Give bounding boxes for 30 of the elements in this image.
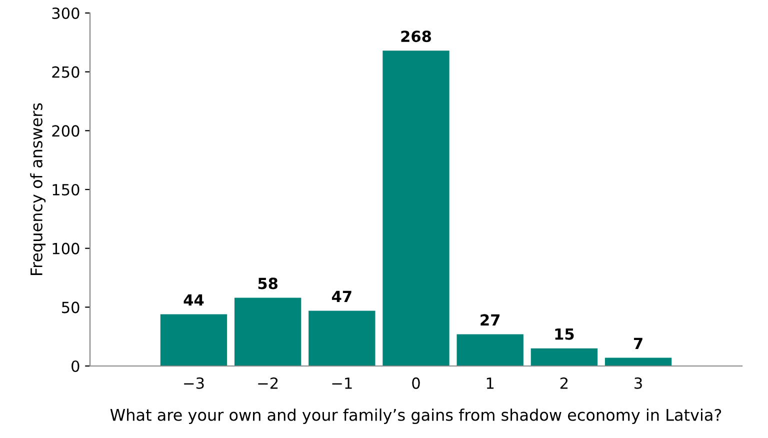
data-label: 7	[634, 338, 642, 350]
y-tick-label: 300	[52, 7, 80, 20]
y-tick-label: 250	[52, 66, 80, 78]
y-tick-label: 50	[62, 302, 80, 314]
data-label: 44	[184, 294, 204, 306]
bar	[530, 348, 598, 366]
x-tick-label: −2	[258, 377, 278, 389]
x-tick-label: −1	[332, 378, 352, 389]
bar	[604, 358, 672, 366]
data-label: 15	[555, 328, 574, 340]
y-tick-label: 150	[52, 184, 80, 196]
x-axis-title: What are your own and your family’s gains from shadow economy in Latvia?	[110, 408, 722, 424]
bar	[160, 314, 228, 366]
data-label: 58	[258, 278, 278, 290]
data-label: 47	[332, 290, 352, 302]
y-axis-title: Frequency of answers	[30, 103, 46, 275]
x-tick-label: −3	[184, 377, 204, 389]
y-tick-label: 100	[52, 242, 80, 254]
x-tick-label: 2	[560, 377, 568, 389]
x-tick-label: 3	[634, 377, 642, 389]
bar	[456, 334, 524, 366]
bar	[308, 310, 376, 366]
y-tick-label: 200	[52, 125, 80, 137]
y-tick-label: 0	[72, 360, 80, 372]
bar	[234, 298, 302, 366]
x-tick-label: 1	[486, 378, 494, 389]
data-label: 27	[480, 314, 500, 326]
x-tick-label: 0	[412, 377, 420, 389]
bar	[382, 50, 450, 366]
data-label: 268	[401, 30, 431, 42]
